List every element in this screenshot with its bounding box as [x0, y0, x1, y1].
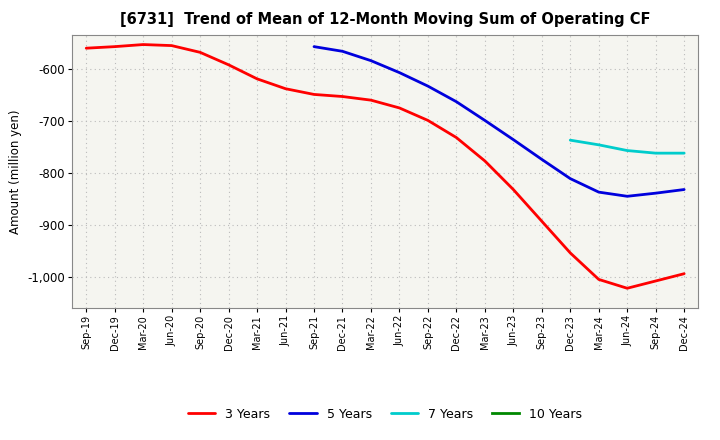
5 Years: [652, 191, 660, 196]
7 Years: [652, 150, 660, 156]
Line: 3 Years: 3 Years: [86, 44, 684, 288]
5 Years: [509, 137, 518, 142]
Line: 7 Years: 7 Years: [570, 140, 684, 153]
3 Years: [395, 105, 404, 110]
3 Years: [253, 76, 261, 81]
7 Years: [680, 150, 688, 156]
5 Years: [310, 44, 318, 49]
5 Years: [680, 187, 688, 192]
5 Years: [566, 176, 575, 181]
5 Years: [595, 190, 603, 195]
7 Years: [566, 138, 575, 143]
5 Years: [366, 58, 375, 63]
3 Years: [310, 92, 318, 97]
3 Years: [167, 43, 176, 48]
3 Years: [282, 86, 290, 92]
3 Years: [480, 158, 489, 164]
5 Years: [537, 157, 546, 162]
5 Years: [423, 84, 432, 89]
3 Years: [82, 46, 91, 51]
5 Years: [480, 118, 489, 123]
3 Years: [139, 42, 148, 47]
3 Years: [623, 286, 631, 291]
Legend: 3 Years, 5 Years, 7 Years, 10 Years: 3 Years, 5 Years, 7 Years, 10 Years: [181, 402, 589, 427]
3 Years: [196, 50, 204, 55]
3 Years: [509, 187, 518, 192]
3 Years: [225, 62, 233, 67]
Line: 5 Years: 5 Years: [314, 47, 684, 196]
3 Years: [423, 118, 432, 123]
5 Years: [338, 49, 347, 54]
3 Years: [338, 94, 347, 99]
3 Years: [652, 279, 660, 284]
5 Years: [395, 70, 404, 75]
3 Years: [366, 98, 375, 103]
3 Years: [452, 135, 461, 140]
3 Years: [537, 219, 546, 224]
3 Years: [110, 44, 119, 49]
5 Years: [623, 194, 631, 199]
7 Years: [595, 142, 603, 147]
5 Years: [452, 99, 461, 104]
3 Years: [566, 250, 575, 256]
7 Years: [623, 148, 631, 153]
3 Years: [595, 277, 603, 282]
Y-axis label: Amount (million yen): Amount (million yen): [9, 110, 22, 234]
3 Years: [680, 271, 688, 276]
Title: [6731]  Trend of Mean of 12-Month Moving Sum of Operating CF: [6731] Trend of Mean of 12-Month Moving …: [120, 12, 650, 27]
